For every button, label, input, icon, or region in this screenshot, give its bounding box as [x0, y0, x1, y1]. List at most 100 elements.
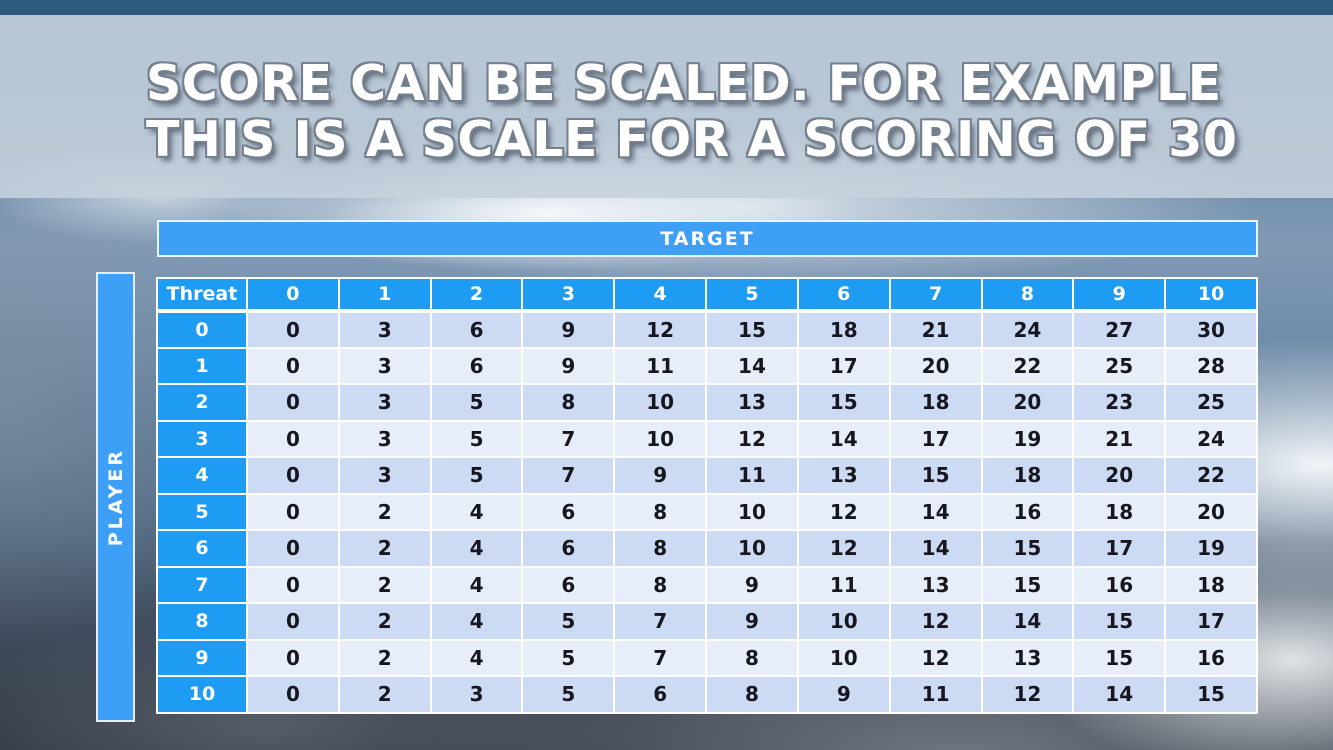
row-header-cell: 10	[156, 675, 248, 714]
slide-title-line-2: THIS IS A SCALE FOR A SCORING OF 30	[146, 110, 1238, 168]
score-cell: 11	[613, 346, 708, 385]
score-cell: 11	[888, 675, 983, 714]
table-row: 9 0 2 4 5 7 8 10 12 13 15 16	[156, 638, 1258, 677]
table-row: 1 0 3 6 9 11 14 17 20 22 25 28	[156, 346, 1258, 385]
score-cell: 15	[705, 310, 799, 349]
score-cell: 18	[1072, 492, 1167, 531]
score-cell: 12	[705, 419, 799, 458]
table-row: 2 0 3 5 8 10 13 15 18 20 23 25	[156, 383, 1258, 422]
score-cell: 14	[705, 346, 799, 385]
score-cell: 0	[246, 675, 340, 714]
score-cell: 14	[980, 602, 1075, 641]
score-cell: 3	[429, 675, 524, 714]
score-cell: 4	[429, 492, 524, 531]
score-cell: 6	[521, 565, 616, 604]
score-cell: 19	[980, 419, 1075, 458]
column-header-cell: 2	[429, 277, 524, 313]
score-table-header: Threat 0 1 2 3 4 5 6 7 8 9 10	[156, 277, 1258, 313]
score-cell: 11	[796, 565, 891, 604]
score-cell: 5	[429, 383, 524, 422]
column-header-cell: 9	[1072, 277, 1167, 313]
table-row: 0 0 3 6 9 12 15 18 21 24 27 30	[156, 310, 1258, 349]
column-header-cell: 10	[1164, 277, 1258, 313]
row-header-cell: 1	[156, 346, 248, 385]
score-cell: 27	[1072, 310, 1167, 349]
score-cell: 10	[613, 383, 708, 422]
score-cell: 24	[1164, 419, 1258, 458]
column-header-cell: 4	[613, 277, 708, 313]
score-cell: 20	[1164, 492, 1258, 531]
score-cell: 24	[980, 310, 1075, 349]
score-cell: 12	[888, 638, 983, 677]
column-header-cell: 0	[246, 277, 340, 313]
title-band: SCORE CAN BE SCALED. FOR EXAMPLE THIS IS…	[0, 15, 1333, 198]
score-cell: 5	[429, 456, 524, 495]
column-header-cell: 6	[796, 277, 891, 313]
score-cell: 6	[429, 310, 524, 349]
score-cell: 17	[1072, 529, 1167, 568]
score-cell: 8	[521, 383, 616, 422]
score-table-body: 0 0 3 6 9 12 15 18 21 24 27 30 1 0 3 6 9 11 14 17 20 22 25 28 2 0…	[156, 310, 1258, 714]
score-cell: 22	[1164, 456, 1258, 495]
score-cell: 2	[337, 602, 432, 641]
score-cell: 18	[1164, 565, 1258, 604]
score-cell: 0	[246, 456, 340, 495]
score-cell: 10	[705, 492, 799, 531]
row-header-cell: 2	[156, 383, 248, 422]
score-cell: 21	[888, 310, 983, 349]
row-header-cell: 5	[156, 492, 248, 531]
table-row: 5 0 2 4 6 8 10 12 14 16 18 20	[156, 492, 1258, 531]
slide-title-line-1: SCORE CAN BE SCALED. FOR EXAMPLE	[146, 54, 1222, 112]
score-cell: 17	[1164, 602, 1258, 641]
score-cell: 5	[521, 602, 616, 641]
score-cell: 9	[796, 675, 891, 714]
score-cell: 28	[1164, 346, 1258, 385]
score-cell: 18	[980, 456, 1075, 495]
score-cell: 4	[429, 565, 524, 604]
column-header-cell: 8	[980, 277, 1075, 313]
row-header-cell: 8	[156, 602, 248, 641]
score-cell: 0	[246, 602, 340, 641]
score-cell: 5	[521, 638, 616, 677]
score-cell: 0	[246, 638, 340, 677]
score-cell: 12	[980, 675, 1075, 714]
table-row: 10 0 2 3 5 6 8 9 11 12 14 15	[156, 675, 1258, 714]
corner-header-cell: Threat	[156, 277, 248, 313]
score-cell: 17	[888, 419, 983, 458]
score-cell: 22	[980, 346, 1075, 385]
score-cell: 12	[796, 529, 891, 568]
column-header-cell: 7	[888, 277, 983, 313]
score-cell: 20	[888, 346, 983, 385]
header-row: Threat 0 1 2 3 4 5 6 7 8 9 10	[156, 277, 1258, 313]
player-axis-banner: PLAYER	[96, 272, 135, 722]
score-cell: 18	[796, 310, 891, 349]
score-cell: 12	[888, 602, 983, 641]
score-cell: 3	[337, 456, 432, 495]
table-row: 3 0 3 5 7 10 12 14 17 19 21 24	[156, 419, 1258, 458]
score-cell: 0	[246, 565, 340, 604]
score-cell: 10	[705, 529, 799, 568]
score-cell: 5	[429, 419, 524, 458]
row-header-cell: 0	[156, 310, 248, 349]
score-cell: 10	[796, 638, 891, 677]
score-cell: 0	[246, 529, 340, 568]
score-cell: 8	[705, 675, 799, 714]
score-cell: 6	[521, 529, 616, 568]
table-row: 4 0 3 5 7 9 11 13 15 18 20 22	[156, 456, 1258, 495]
score-cell: 7	[521, 419, 616, 458]
score-cell: 8	[613, 529, 708, 568]
score-cell: 2	[337, 492, 432, 531]
score-cell: 15	[1072, 602, 1167, 641]
score-cell: 11	[705, 456, 799, 495]
row-header-cell: 6	[156, 529, 248, 568]
score-cell: 4	[429, 638, 524, 677]
score-cell: 25	[1072, 346, 1167, 385]
column-header-cell: 5	[705, 277, 799, 313]
target-axis-banner: TARGET	[157, 220, 1258, 257]
score-cell: 23	[1072, 383, 1167, 422]
score-cell: 7	[521, 456, 616, 495]
score-cell: 6	[429, 346, 524, 385]
score-cell: 3	[337, 310, 432, 349]
score-cell: 9	[521, 346, 616, 385]
